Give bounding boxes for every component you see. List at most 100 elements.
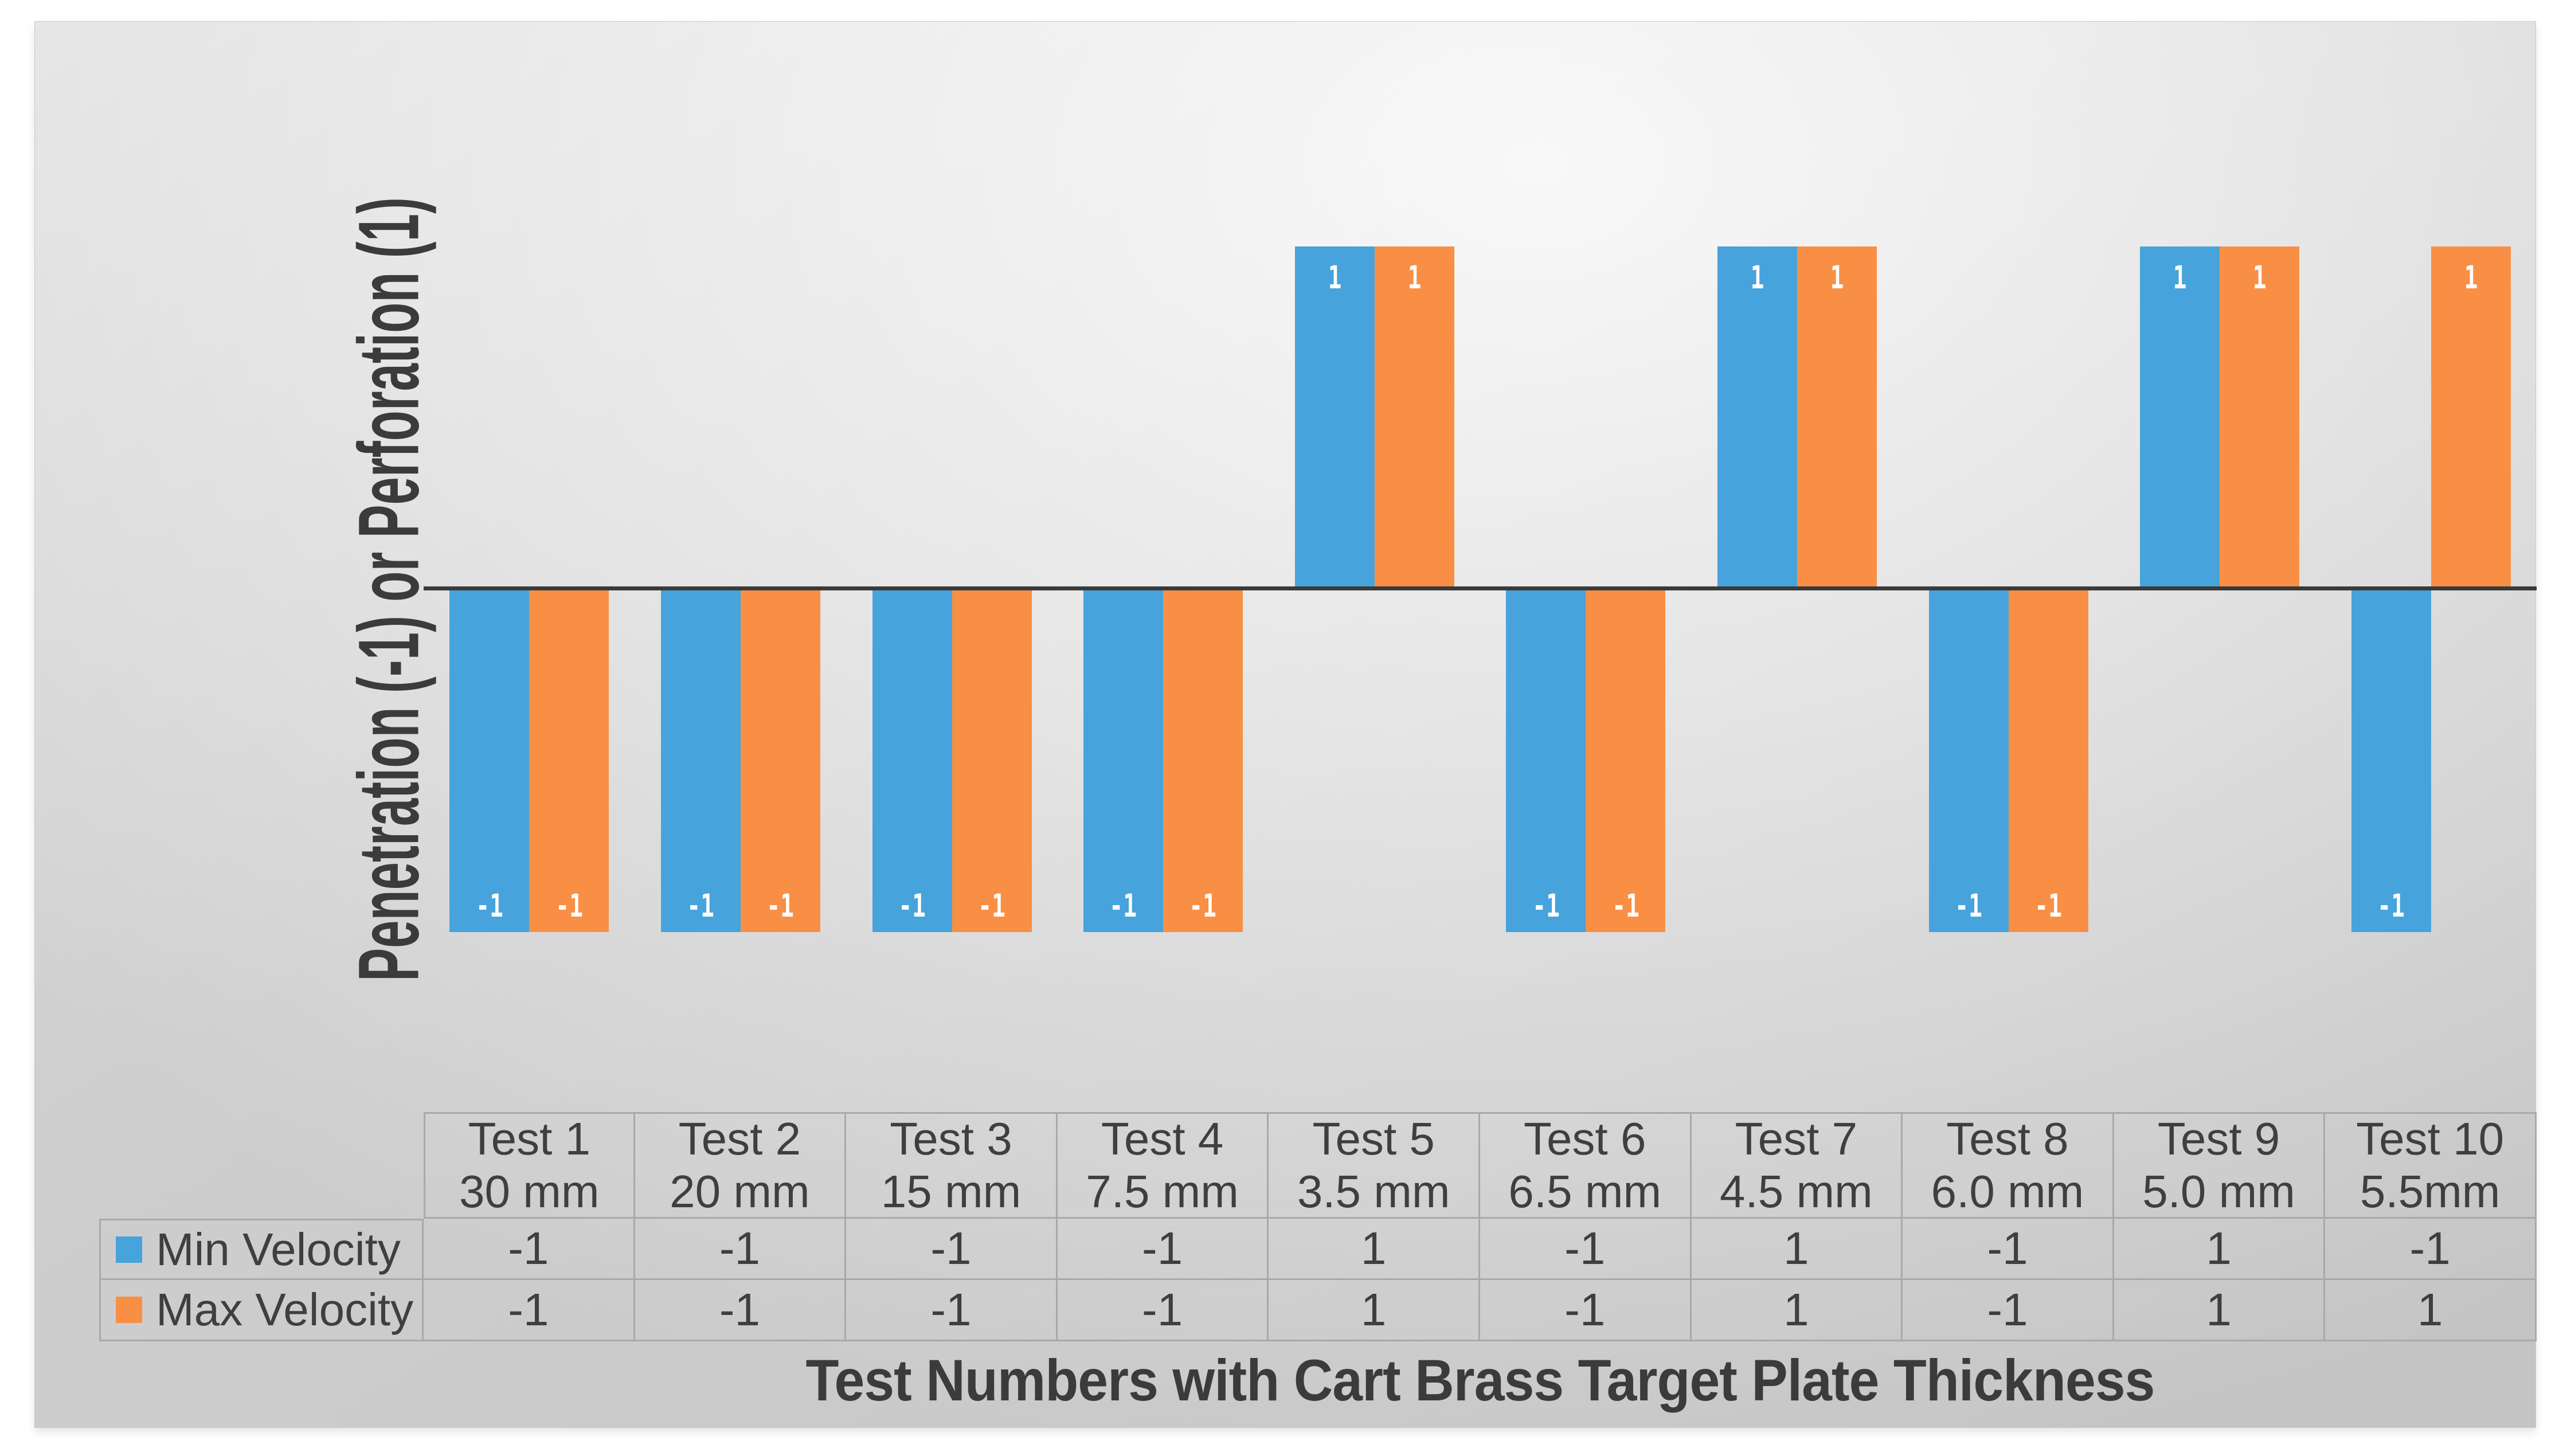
bar-data-label: 1	[2173, 259, 2187, 296]
category-thickness-label: 4.5 mm	[1720, 1166, 1873, 1217]
header-cell-test-7: Test 7 4.5 mm	[1691, 1112, 1903, 1219]
header-cell-test-9: Test 9 5.0 mm	[2114, 1112, 2326, 1219]
value-cell-min-velocity-test-3: -1	[846, 1219, 1058, 1280]
bar-min-velocity-test-4: -1	[1083, 590, 1164, 932]
bar-data-label: -1	[766, 887, 795, 924]
bar-max-velocity-test-4: -1	[1163, 590, 1243, 932]
value-cell-max-velocity-test-3: -1	[846, 1280, 1058, 1341]
value-cell-min-velocity-test-5: 1	[1269, 1219, 1480, 1280]
header-cell-text: Test 9 5.0 mm	[2142, 1113, 2295, 1217]
value-cell-max-velocity-test-10: 1	[2325, 1280, 2537, 1341]
bar-min-velocity-test-3: -1	[872, 590, 952, 932]
bar-min-velocity-test-9: 1	[2140, 246, 2220, 588]
category-thickness-label: 30 mm	[459, 1166, 600, 1217]
bar-max-velocity-test-5: 1	[1374, 246, 1454, 588]
bar-data-label: -1	[687, 887, 715, 924]
category-thickness-label: 5.0 mm	[2142, 1166, 2295, 1217]
bar-max-velocity-test-10: 1	[2431, 246, 2511, 588]
x-axis-zero-line	[424, 586, 2537, 590]
bar-data-label: -1	[475, 887, 503, 924]
category-thickness-label: 15 mm	[881, 1166, 1022, 1217]
value-cell-min-velocity-test-8: -1	[1903, 1219, 2114, 1280]
bar-data-label: 1	[2252, 259, 2267, 296]
category-label: Test 1	[468, 1113, 591, 1164]
bar-data-label: 1	[1750, 259, 1764, 296]
category-label: Test 2	[678, 1113, 801, 1164]
header-cell-text: Test 1 30 mm	[459, 1113, 600, 1217]
x-axis-title-text: Test Numbers with Cart Brass Target Plat…	[805, 1348, 2155, 1413]
x-axis-title: Test Numbers with Cart Brass Target Plat…	[424, 1347, 2537, 1414]
value-cell-max-velocity-test-5: 1	[1269, 1280, 1480, 1341]
bar-data-label: -1	[1955, 887, 1982, 924]
header-cell-text: Test 5 3.5 mm	[1297, 1113, 1450, 1217]
value-cell-min-velocity-test-1: -1	[424, 1219, 635, 1280]
header-cell-text: Test 7 4.5 mm	[1720, 1113, 1873, 1217]
header-cell-text: Test 10 5.5mm	[2356, 1113, 2505, 1217]
bar-data-label: -1	[1189, 887, 1217, 924]
bar-max-velocity-test-7: 1	[1797, 246, 1877, 588]
category-thickness-label: 5.5mm	[2359, 1166, 2501, 1217]
bar-min-velocity-test-2: -1	[660, 590, 741, 932]
bar-min-velocity-test-10: -1	[2351, 590, 2431, 932]
legend-swatch-max-velocity	[116, 1297, 142, 1323]
value-cell-min-velocity-test-7: 1	[1691, 1219, 1903, 1280]
header-cell-text: Test 3 15 mm	[881, 1113, 1022, 1217]
bar-data-label: -1	[1109, 887, 1137, 924]
category-thickness-label: 6.0 mm	[1931, 1166, 2084, 1217]
bar-data-label: -1	[978, 887, 1005, 924]
bar-data-label: 1	[2464, 259, 2478, 296]
category-label: Test 10	[2356, 1113, 2505, 1164]
category-thickness-label: 20 mm	[670, 1166, 810, 1217]
bar-max-velocity-test-3: -1	[952, 590, 1032, 932]
value-cell-min-velocity-test-9: 1	[2114, 1219, 2326, 1280]
category-label: Test 9	[2157, 1113, 2280, 1164]
header-cell-test-6: Test 6 6.5 mm	[1480, 1112, 1692, 1219]
table-corner-cell	[99, 1112, 424, 1219]
bar-min-velocity-test-7: 1	[1717, 246, 1797, 588]
legend-cell-min-velocity: Min Velocity	[99, 1219, 424, 1280]
category-thickness-label: 3.5 mm	[1297, 1166, 1450, 1217]
value-cell-max-velocity-test-6: -1	[1480, 1280, 1692, 1341]
value-cell-min-velocity-test-6: -1	[1480, 1219, 1692, 1280]
header-cell-text: Test 6 6.5 mm	[1508, 1113, 1661, 1217]
bar-max-velocity-test-6: -1	[1586, 590, 1666, 932]
bar-min-velocity-test-5: 1	[1294, 246, 1375, 588]
bar-min-velocity-test-8: -1	[1928, 590, 2009, 932]
value-cell-max-velocity-test-7: 1	[1691, 1280, 1903, 1341]
bar-data-label: -1	[555, 887, 583, 924]
bar-data-label: -1	[1532, 887, 1560, 924]
header-cell-test-10: Test 10 5.5mm	[2325, 1112, 2537, 1219]
bar-min-velocity-test-1: -1	[449, 590, 530, 932]
header-cell-test-3: Test 3 15 mm	[846, 1112, 1058, 1219]
category-thickness-label: 7.5 mm	[1086, 1166, 1239, 1217]
chart-panel: Penetration (-1) or Perforation (1) -1 -1…	[34, 21, 2537, 1428]
bar-data-label: 1	[1830, 259, 1844, 296]
value-cell-max-velocity-test-9: 1	[2114, 1280, 2326, 1341]
category-label: Test 5	[1312, 1113, 1435, 1164]
header-cell-text: Test 4 7.5 mm	[1086, 1113, 1239, 1217]
header-cell-test-4: Test 4 7.5 mm	[1057, 1112, 1269, 1219]
header-cell-test-5: Test 5 3.5 mm	[1269, 1112, 1480, 1219]
value-cell-max-velocity-test-1: -1	[424, 1280, 635, 1341]
legend-cell-max-velocity: Max Velocity	[99, 1280, 424, 1341]
legend-label-max-velocity: Max Velocity	[156, 1284, 414, 1335]
bar-max-velocity-test-1: -1	[529, 590, 609, 932]
bar-data-label: -1	[2377, 887, 2405, 924]
bar-min-velocity-test-6: -1	[1506, 590, 1586, 932]
category-label: Test 4	[1101, 1113, 1224, 1164]
bar-max-velocity-test-2: -1	[740, 590, 820, 932]
category-label: Test 6	[1524, 1113, 1646, 1164]
header-cell-text: Test 2 20 mm	[670, 1113, 810, 1217]
header-cell-text: Test 8 6.0 mm	[1931, 1113, 2084, 1217]
legend-swatch-min-velocity	[116, 1236, 142, 1263]
category-label: Test 7	[1735, 1113, 1858, 1164]
legend-label-min-velocity: Min Velocity	[156, 1223, 401, 1275]
header-cell-test-1: Test 1 30 mm	[424, 1112, 635, 1219]
category-label: Test 8	[1946, 1113, 2069, 1164]
bar-data-label: 1	[1328, 259, 1342, 296]
header-cell-test-8: Test 8 6.0 mm	[1903, 1112, 2114, 1219]
category-label: Test 3	[890, 1113, 1012, 1164]
value-cell-min-velocity-test-2: -1	[635, 1219, 847, 1280]
